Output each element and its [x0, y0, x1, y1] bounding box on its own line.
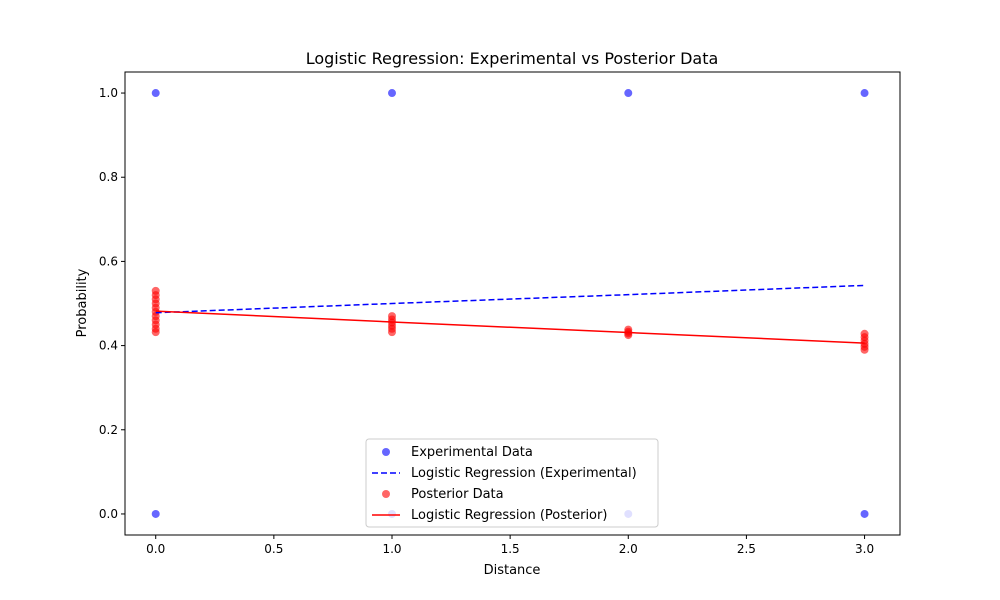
- experimental-data-point: [860, 89, 869, 98]
- y-tick-label: 1.0: [99, 86, 118, 100]
- legend: Experimental Data Logistic Regression (Ex…: [365, 438, 659, 528]
- tick-layer: 0.0 0.5 1.0 1.5 2.0 2.5 3.0 0.0 0.2 0.4 0.6 0.8 1.0: [99, 86, 874, 556]
- posterior-data-point: [860, 345, 869, 354]
- legend-label: Logistic Regression (Posterior): [411, 508, 607, 523]
- experimental-data-point: [151, 89, 160, 98]
- legend-label: Experimental Data: [411, 445, 533, 460]
- x-tick-label: 2.0: [619, 542, 638, 556]
- y-tick-label: 0.4: [99, 339, 118, 353]
- experimental-data-point: [151, 509, 160, 518]
- legend-box: [365, 438, 659, 528]
- experimental-data-point: [387, 89, 396, 98]
- y-tick-label: 0.8: [99, 170, 118, 184]
- experimental-regression-line: [155, 284, 865, 314]
- experimental-data-point: [860, 509, 869, 518]
- x-tick-label: 0.0: [146, 542, 165, 556]
- x-tick-label: 1.5: [501, 542, 520, 556]
- x-tick-label: 3.0: [855, 542, 874, 556]
- x-tick-label: 1.0: [382, 542, 401, 556]
- plot-area: 0.0 0.5 1.0 1.5 2.0 2.5 3.0 0.0 0.2 0.4 0.6 0.8 1.0: [99, 71, 901, 556]
- data-layer: [151, 89, 869, 518]
- posterior-data-point: [387, 328, 396, 337]
- chart-title: Logistic Regression: Experimental vs Pos…: [306, 49, 719, 68]
- axes-frame: [124, 71, 901, 536]
- y-tick-label: 0.2: [99, 423, 118, 437]
- posterior-regression-line: [155, 310, 865, 344]
- legend-marker-scatter: [382, 448, 390, 456]
- x-tick-label: 2.5: [737, 542, 756, 556]
- legend-label: Logistic Regression (Experimental): [411, 466, 637, 481]
- legend-marker-scatter: [382, 490, 390, 498]
- legend-items: Experimental Data Logistic Regression (Ex…: [372, 445, 637, 523]
- experimental-data-point: [624, 89, 633, 98]
- y-tick-label: 0.0: [99, 507, 118, 521]
- legend-label: Posterior Data: [411, 487, 504, 502]
- x-tick-label: 0.5: [264, 542, 283, 556]
- y-tick-label: 0.6: [99, 254, 118, 268]
- posterior-data-point: [151, 328, 160, 337]
- y-axis-label: Probability: [75, 268, 90, 337]
- x-axis-label: Distance: [484, 563, 541, 578]
